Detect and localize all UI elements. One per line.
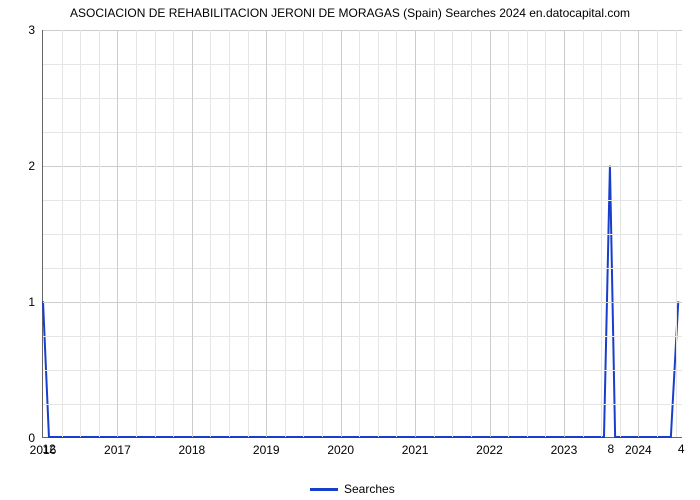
grid-h-minor	[43, 370, 682, 371]
grid-h-minor	[43, 336, 682, 337]
grid-v-minor	[322, 30, 323, 437]
grid-v-minor	[434, 30, 435, 437]
grid-v-major	[266, 30, 267, 437]
grid-h-minor	[43, 234, 682, 235]
grid-v-minor	[583, 30, 584, 437]
grid-v-major	[117, 30, 118, 437]
grid-v-minor	[285, 30, 286, 437]
grid-v-minor	[601, 30, 602, 437]
grid-h-major	[43, 30, 682, 31]
grid-v-minor	[378, 30, 379, 437]
y-tick-label: 2	[28, 159, 43, 173]
grid-v-minor	[173, 30, 174, 437]
legend-swatch	[310, 488, 338, 491]
x-tick-label: 2022	[476, 437, 503, 457]
grid-v-minor	[676, 30, 677, 437]
grid-v-minor	[248, 30, 249, 437]
grid-v-minor	[155, 30, 156, 437]
x-tick-label: 2020	[327, 437, 354, 457]
legend-label: Searches	[344, 482, 395, 496]
grid-v-minor	[471, 30, 472, 437]
y-tick-label: 1	[28, 295, 43, 309]
value-label: 8	[607, 442, 614, 456]
grid-v-major	[638, 30, 639, 437]
grid-v-minor	[99, 30, 100, 437]
y-tick-label: 3	[28, 23, 43, 37]
grid-v-major	[490, 30, 491, 437]
grid-v-major	[415, 30, 416, 437]
grid-v-minor	[303, 30, 304, 437]
grid-v-minor	[136, 30, 137, 437]
grid-h-minor	[43, 132, 682, 133]
chart-title: ASOCIACION DE REHABILITACION JERONI DE M…	[0, 6, 700, 20]
x-tick-label: 2021	[402, 437, 429, 457]
grid-h-minor	[43, 64, 682, 65]
x-tick-label: 2024	[625, 437, 652, 457]
grid-v-major	[564, 30, 565, 437]
grid-v-minor	[359, 30, 360, 437]
x-tick-label: 2018	[178, 437, 205, 457]
grid-h-minor	[43, 268, 682, 269]
x-tick-label: 2017	[104, 437, 131, 457]
grid-h-major	[43, 166, 682, 167]
grid-v-major	[341, 30, 342, 437]
grid-v-minor	[229, 30, 230, 437]
x-tick-label: 2019	[253, 437, 280, 457]
value-label: 12	[42, 442, 55, 456]
grid-v-minor	[210, 30, 211, 437]
grid-v-minor	[396, 30, 397, 437]
grid-v-minor	[80, 30, 81, 437]
grid-v-major	[192, 30, 193, 437]
grid-v-minor	[452, 30, 453, 437]
legend: Searches	[310, 482, 395, 496]
x-tick-label: 2023	[551, 437, 578, 457]
grid-h-minor	[43, 98, 682, 99]
grid-v-minor	[527, 30, 528, 437]
grid-h-minor	[43, 404, 682, 405]
grid-v-minor	[657, 30, 658, 437]
grid-v-minor	[508, 30, 509, 437]
grid-v-minor	[545, 30, 546, 437]
plot-area: 0123201620172018201920202021202220232024…	[42, 30, 682, 438]
value-label: 4	[678, 442, 685, 456]
grid-v-minor	[620, 30, 621, 437]
grid-h-minor	[43, 200, 682, 201]
grid-h-major	[43, 302, 682, 303]
grid-v-minor	[62, 30, 63, 437]
